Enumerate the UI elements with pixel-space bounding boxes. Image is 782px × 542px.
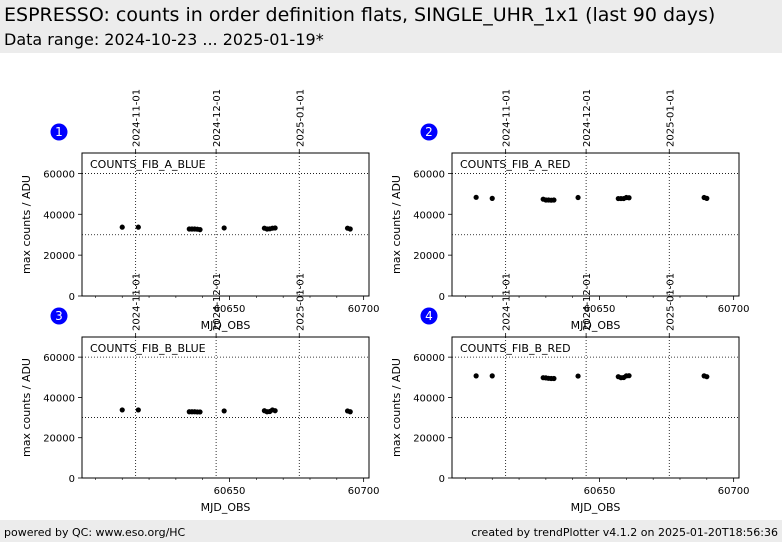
header-bar: ESPRESSO: counts in order definition fla… — [0, 0, 782, 53]
y-tick-label: 0 — [69, 292, 75, 303]
y-tick-label: 0 — [69, 474, 75, 485]
footer-bar: powered by QC: www.eso.org/HC created by… — [0, 520, 782, 542]
y-tick-label: 0 — [439, 292, 445, 303]
y-tick-label: 20000 — [43, 434, 75, 445]
chart-panel-3: 3 2024-11-01 2024-12-01 2025-01-01 0 20000 400… — [20, 273, 380, 514]
data-point — [272, 225, 278, 231]
panel-badge-label: 1 — [55, 125, 63, 139]
x-tick-label: 60700 — [718, 486, 750, 497]
data-point — [473, 194, 479, 200]
footer-created-by: created by trendPlotter v4.1.2 on 2025-0… — [471, 526, 778, 539]
date-tick-label: 2025-01-01 — [295, 89, 306, 147]
y-tick-label: 60000 — [413, 169, 445, 180]
y-axis-label: max counts / ADU — [20, 358, 33, 457]
y-tick-label: 40000 — [413, 393, 445, 404]
date-tick-label: 2024-11-01 — [132, 273, 143, 331]
y-tick-label: 20000 — [413, 251, 445, 262]
series-label: COUNTS_FIB_A_BLUE — [90, 158, 206, 171]
panel-badge — [50, 123, 68, 141]
x-tick-label: 60650 — [584, 486, 616, 497]
axes-frame — [81, 336, 370, 479]
y-tick-label: 40000 — [43, 393, 75, 404]
data-point — [575, 194, 581, 201]
axes-frame — [451, 152, 740, 297]
data-point — [473, 373, 479, 379]
page-title: ESPRESSO: counts in order definition fla… — [4, 4, 716, 26]
y-tick-label: 60000 — [43, 353, 75, 364]
date-tick-label: 2024-12-01 — [582, 89, 593, 147]
chart-panel-4: 4 2024-11-01 2024-12-01 2025-01-01 0 20000 400… — [390, 273, 750, 514]
date-tick-label: 2024-12-01 — [582, 273, 593, 331]
panel-badge-label: 4 — [425, 309, 433, 323]
y-axis-label: max counts / ADU — [390, 358, 403, 457]
y-tick-label: 40000 — [413, 210, 445, 221]
date-tick-label: 2024-11-01 — [132, 89, 143, 147]
x-tick-label: 60700 — [348, 304, 380, 315]
data-point — [626, 195, 632, 201]
data-point — [551, 375, 557, 382]
x-axis-label: MJD_OBS — [201, 319, 251, 332]
data-point — [704, 195, 710, 201]
x-axis-label: MJD_OBS — [201, 501, 251, 514]
data-point — [489, 195, 495, 201]
data-point — [551, 197, 557, 203]
data-point — [221, 225, 227, 231]
x-tick-label: 60700 — [718, 304, 750, 315]
data-point — [197, 409, 203, 415]
panel-badge-label: 3 — [55, 309, 63, 323]
y-tick-label: 60000 — [413, 353, 445, 364]
x-tick-label: 60650 — [214, 486, 246, 497]
date-tick-label: 2025-01-01 — [665, 273, 676, 331]
panel-badge — [50, 307, 68, 325]
data-point — [489, 373, 495, 379]
x-axis-label: MJD_OBS — [571, 319, 621, 332]
data-point — [119, 407, 125, 413]
data-point — [347, 226, 353, 232]
date-tick-label: 2024-11-01 — [502, 273, 513, 331]
data-point — [119, 224, 125, 230]
data-point — [197, 227, 203, 233]
series-label: COUNTS_FIB_A_RED — [460, 158, 571, 171]
data-point — [272, 408, 278, 414]
y-tick-label: 20000 — [43, 251, 75, 262]
data-point — [575, 373, 581, 379]
series-label: COUNTS_FIB_B_BLUE — [90, 342, 206, 355]
date-tick-label: 2025-01-01 — [295, 273, 306, 331]
date-tick-label: 2025-01-01 — [665, 89, 676, 147]
y-tick-label: 20000 — [413, 434, 445, 445]
y-tick-label: 0 — [439, 474, 445, 485]
axes-frame — [81, 152, 370, 297]
data-point — [221, 408, 227, 414]
chart-panel-2: 2 2024-11-01 2024-12-01 2025-01-01 0 20000 400… — [390, 89, 750, 332]
date-tick-label: 2024-12-01 — [212, 89, 223, 147]
date-tick-label: 2024-11-01 — [502, 89, 513, 147]
y-tick-label: 40000 — [43, 210, 75, 221]
data-point — [135, 407, 141, 413]
panel-badge-label: 2 — [425, 125, 433, 139]
panel-badge — [420, 123, 438, 141]
y-axis-label: max counts / ADU — [20, 175, 33, 274]
data-range-subtitle: Data range: 2024-10-23 ... 2025-01-19* — [4, 30, 324, 49]
data-point — [135, 224, 141, 230]
x-axis-label: MJD_OBS — [571, 501, 621, 514]
panel-badge — [420, 307, 438, 325]
axes-frame — [451, 336, 740, 479]
x-tick-label: 60700 — [348, 486, 380, 497]
series-label: COUNTS_FIB_B_RED — [460, 342, 571, 355]
data-point — [626, 373, 632, 379]
y-tick-label: 60000 — [43, 169, 75, 180]
y-axis-label: max counts / ADU — [390, 175, 403, 274]
x-tick-label: 60650 — [584, 304, 616, 315]
data-point — [347, 409, 353, 415]
chart-panel-1: 1 2024-11-01 2024-12-01 2025-01-01 0 20000 400… — [20, 89, 380, 332]
date-tick-label: 2024-12-01 — [212, 273, 223, 331]
data-point — [704, 374, 710, 380]
footer-powered-by: powered by QC: www.eso.org/HC — [4, 526, 186, 539]
x-tick-label: 60650 — [214, 304, 246, 315]
